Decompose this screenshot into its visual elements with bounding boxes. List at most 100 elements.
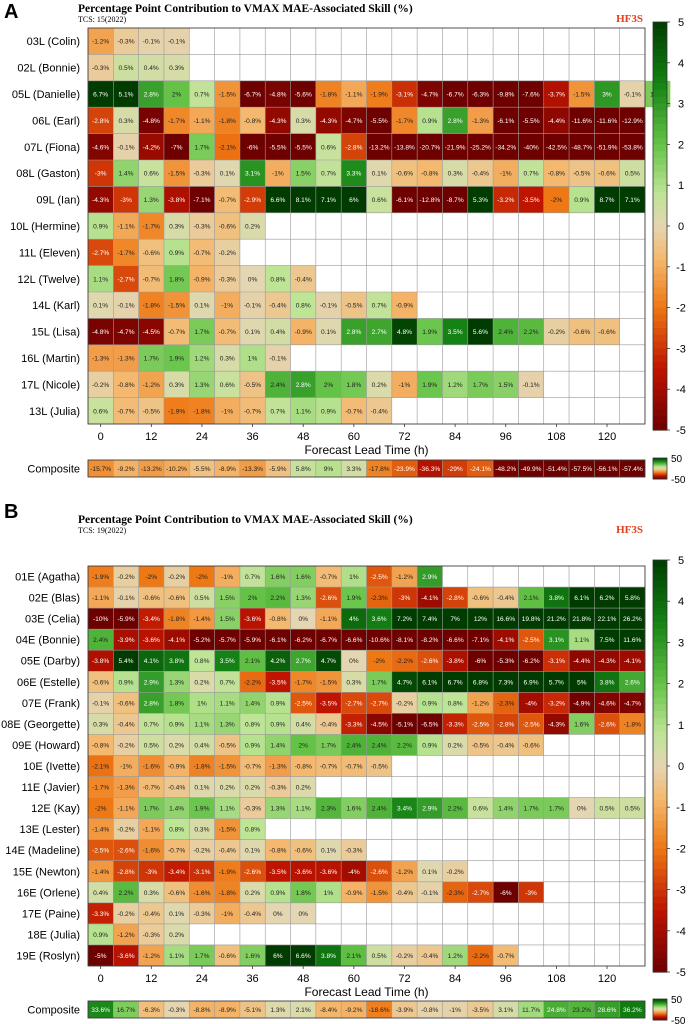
cell-value-label: 0% <box>298 911 308 918</box>
cell-value-label: 1.7% <box>144 806 159 813</box>
cell-value-label: 1.1% <box>220 700 235 707</box>
heatmap-cell <box>467 133 494 160</box>
composite-value-label: 9% <box>324 466 334 473</box>
colorbar-segment <box>653 341 667 349</box>
heatmap-cell <box>113 923 139 945</box>
heatmap-cell <box>290 902 316 924</box>
heatmap-cell <box>189 734 215 756</box>
cell-value-label: 0.9% <box>270 721 285 728</box>
composite-colorbar-segment <box>653 460 667 462</box>
cell-value-label: -6.1% <box>396 197 413 204</box>
heatmap-cell <box>442 107 468 134</box>
heatmap-cell <box>113 944 139 966</box>
composite-value-label: 16.7% <box>117 1007 136 1014</box>
cell-value-label: -0.1% <box>624 92 641 99</box>
cell-value-label: -2.7% <box>92 250 109 257</box>
cell-value-label: 0.2% <box>194 679 209 686</box>
composite-value-label: 36.2% <box>623 1007 642 1014</box>
x-tick-label: 36 <box>246 431 258 443</box>
cell-value-label: 1.6% <box>270 574 285 581</box>
heatmap-cell <box>189 629 215 651</box>
row-label: 11E (Javier) <box>22 782 80 794</box>
row-label: 09L (Ian) <box>36 195 80 207</box>
colorbar-tick-label: -3 <box>676 885 686 897</box>
colorbar-segment <box>653 151 667 159</box>
heatmap-cell <box>189 608 215 630</box>
composite-colorbar-segment <box>653 471 667 474</box>
cell-value-label: 0.1% <box>245 848 260 855</box>
cell-value-label: -1.6% <box>193 890 210 897</box>
cell-value-label: 2.2% <box>524 329 539 336</box>
heatmap-cell <box>265 650 291 672</box>
heatmap-cell <box>189 397 215 424</box>
cell-value-label: 1.7% <box>321 742 336 749</box>
cell-value-label: -0.6% <box>396 171 413 178</box>
heatmap-cell <box>239 839 266 861</box>
cell-value-label: 2% <box>324 382 334 389</box>
row-label: 10E (Ivette) <box>23 761 80 773</box>
heatmap-cell <box>518 318 544 345</box>
cell-value-label: 1.4% <box>169 806 184 813</box>
colorbar-tick-label: -5 <box>676 425 686 437</box>
heatmap-cell <box>493 650 519 672</box>
heatmap-cell <box>239 80 266 108</box>
heatmap-cell <box>265 776 291 798</box>
heatmap-cell <box>315 587 342 609</box>
cell-value-label: -4.7% <box>624 700 641 707</box>
x-tick-label: 96 <box>500 973 512 985</box>
heatmap-cell <box>442 318 468 345</box>
heatmap-cell <box>113 344 139 372</box>
cell-value-label: -0.6% <box>92 679 109 686</box>
composite-value-label: 33.6% <box>91 1007 110 1014</box>
cell-value-label: 1.3% <box>144 197 159 204</box>
colorbar-segment <box>653 608 667 616</box>
composite-value-label: -49.9% <box>521 466 542 473</box>
heatmap-cell <box>113 734 139 756</box>
row-label: 17E (Paine) <box>22 908 80 920</box>
composite-colorbar-segment <box>653 1003 667 1005</box>
cell-value-label: -1.3% <box>117 785 134 792</box>
heatmap-cell <box>290 692 316 714</box>
heatmap-cell <box>113 239 139 266</box>
heatmap-cell <box>163 160 190 187</box>
panel-b: B Percentage Point Contribution to VMAX M… <box>1 501 686 1024</box>
heatmap-cell <box>417 566 443 588</box>
cell-value-label: -1.5% <box>371 890 388 897</box>
cell-value-label: 7.4% <box>422 616 437 623</box>
heatmap-cell <box>569 671 595 693</box>
composite-colorbar-tick-label: -50 <box>671 475 686 486</box>
heatmap-cell <box>163 107 190 134</box>
heatmap-cell <box>214 344 240 372</box>
cell-value-label: -3.3% <box>446 721 463 728</box>
cell-value-label: 0.8% <box>194 658 209 665</box>
cell-value-label: 11.6% <box>623 637 641 644</box>
heatmap-cell <box>619 608 645 630</box>
heatmap-cell <box>189 881 215 903</box>
row-label: 17L (Nicole) <box>21 379 80 391</box>
cell-value-label: 1.3% <box>194 382 209 389</box>
heatmap-cell <box>189 839 215 861</box>
heatmap-cell <box>391 944 418 966</box>
cell-value-label: -0.3% <box>219 276 236 283</box>
heatmap-cell <box>214 713 240 735</box>
cell-value-label: -1.9% <box>219 869 236 876</box>
cell-value-label: 7.3% <box>498 679 513 686</box>
heatmap-cell <box>189 587 215 609</box>
heatmap-cell <box>189 80 215 108</box>
colorbar-segment <box>653 409 667 417</box>
composite-value-label: -5.1% <box>244 1007 261 1014</box>
colorbar-segment <box>653 287 667 295</box>
colorbar-segment <box>653 42 667 50</box>
cell-value-label: 2.1% <box>346 953 361 960</box>
cell-value-label: -1.5% <box>168 171 185 178</box>
cell-value-label: -4.4% <box>573 658 590 665</box>
heatmap-cell <box>391 318 418 345</box>
cell-value-label: -4.6% <box>598 700 615 707</box>
colorbar-segment <box>653 321 667 329</box>
colorbar-segment <box>653 69 667 77</box>
composite-value-label: -8.4% <box>320 1007 337 1014</box>
heatmap-cell <box>366 755 392 777</box>
colorbar-tick-label: 1 <box>678 180 684 192</box>
heatmap-cell <box>417 692 443 714</box>
cell-value-label: 0.7% <box>372 303 387 310</box>
